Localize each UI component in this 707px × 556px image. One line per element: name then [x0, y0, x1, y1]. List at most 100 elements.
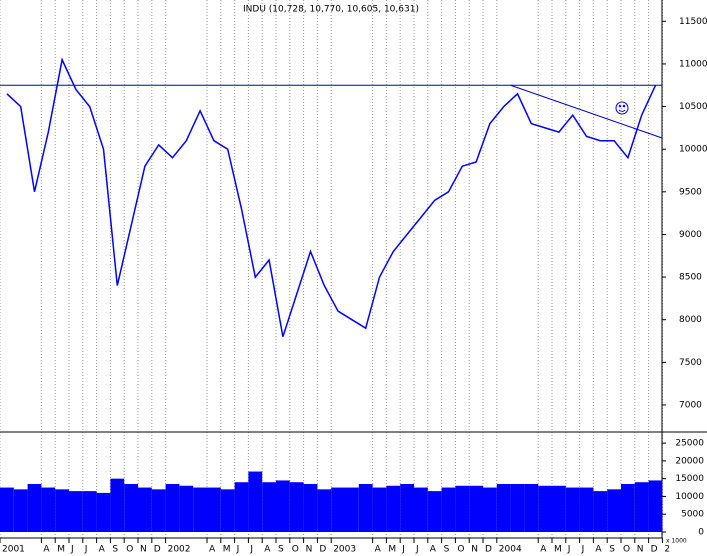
volume-bar: [607, 489, 621, 532]
y2-tick-label: 0: [698, 528, 704, 538]
volume-bar: [41, 487, 56, 532]
volume-bar: [621, 484, 635, 532]
volume-bar: [372, 487, 387, 532]
volume-bar: [124, 484, 138, 532]
x-tick-label: S: [112, 545, 118, 555]
x-tick-label: O: [292, 545, 299, 555]
volume-bar: [469, 485, 483, 532]
volume-bar: [289, 482, 304, 532]
x-tick-label: S: [444, 545, 450, 555]
x-tick-label: A: [375, 545, 382, 555]
y2-tick-label: 10000: [675, 492, 704, 502]
volume-bar: [400, 484, 414, 532]
x-tick-label: 2: [664, 545, 670, 555]
x-tick-label: J: [401, 545, 405, 555]
y2-tick-label: 25000: [675, 439, 704, 449]
volume-bar: [13, 489, 28, 532]
volume-bar: [510, 484, 525, 532]
x-tick-label: O: [126, 545, 133, 555]
volume-bar: [262, 482, 276, 532]
y-tick-label: 7500: [679, 358, 702, 368]
volume-bar: [648, 480, 663, 532]
x-tick-label: J: [581, 545, 585, 555]
y-tick-label: 9000: [679, 230, 702, 240]
y-tick-label: 10500: [679, 102, 707, 112]
volume-bar: [317, 489, 332, 532]
x-tick-label: 2003: [333, 545, 356, 555]
volume-bar: [69, 491, 83, 532]
price-line: [6, 57, 657, 337]
volume-bar: [565, 487, 580, 532]
volume-bar: [345, 487, 359, 532]
volume-bar: [110, 478, 125, 532]
volume-bar: [634, 482, 649, 532]
volume-bar: [207, 487, 221, 532]
volume-bar: [151, 489, 166, 532]
volume-bar: [179, 485, 194, 532]
x-tick-label: 2002: [168, 545, 191, 555]
x-tick-label: J: [84, 545, 88, 555]
volume-bar: [358, 484, 373, 532]
x-tick-label: A: [595, 545, 602, 555]
x-tick-label: 2004: [499, 545, 522, 555]
volume-bar: [303, 484, 318, 532]
x-tick-label: N: [140, 545, 147, 555]
volume-bar: [414, 487, 428, 532]
volume-bar: [138, 487, 152, 532]
x-tick-label: A: [540, 545, 547, 555]
y2-tick-label: 20000: [675, 456, 704, 466]
volume-bar: [386, 485, 401, 532]
x-tick-label: M: [388, 545, 396, 555]
volume-bar: [27, 484, 42, 532]
y-tick-label: 9500: [679, 187, 702, 197]
volume-bar: [165, 484, 180, 532]
volume-bar: [82, 491, 97, 532]
x-tick-label: S: [278, 545, 284, 555]
x-tick-label: O: [457, 545, 464, 555]
volume-bar: [524, 484, 539, 532]
volume-bar: [552, 485, 566, 532]
y-tick-label: 8500: [679, 273, 702, 283]
x-tick-label: D: [154, 545, 161, 555]
x-tick-label: M: [554, 545, 562, 555]
x-tick-label: 2001: [2, 545, 25, 555]
volume-bar: [220, 489, 235, 532]
x-tick-label: M: [57, 545, 65, 555]
volume-bar: [248, 471, 263, 532]
volume-bar: [496, 484, 511, 532]
x-tick-label: J: [249, 545, 253, 555]
x-tick-label: A: [99, 545, 106, 555]
x-tick-label: J: [236, 545, 240, 555]
volume-bar: [276, 480, 290, 532]
y-tick-label: 11500: [679, 17, 707, 27]
x-tick-label: N: [637, 545, 644, 555]
volume-bar: [331, 487, 345, 532]
x-tick-label: S: [609, 545, 615, 555]
volume-bar: [593, 491, 608, 532]
volume-bar: [55, 489, 69, 532]
volume-bar: [483, 487, 497, 532]
volume-bar: [0, 487, 14, 532]
x-tick-label: D: [485, 545, 492, 555]
x-tick-label: A: [264, 545, 271, 555]
y2-axis-label: x 1000: [666, 538, 687, 545]
volume-bar: [193, 487, 207, 532]
volume-bar: [579, 487, 594, 532]
x-tick-label: M: [223, 545, 231, 555]
x-tick-label: N: [471, 545, 478, 555]
y-tick-label: 11000: [679, 59, 707, 69]
volume-bar: [96, 492, 111, 532]
smiley: [615, 101, 629, 115]
x-tick-label: O: [623, 545, 630, 555]
x-tick-label: J: [567, 545, 571, 555]
volume-bar: [455, 485, 470, 532]
y-tick-label: 10000: [679, 145, 707, 155]
volume-bar: [427, 491, 442, 532]
x-tick-label: A: [43, 545, 50, 555]
y2-tick-label: 5000: [681, 510, 704, 520]
volume-bar: [538, 485, 552, 532]
x-tick-label: D: [319, 545, 326, 555]
x-tick-label: A: [209, 545, 216, 555]
